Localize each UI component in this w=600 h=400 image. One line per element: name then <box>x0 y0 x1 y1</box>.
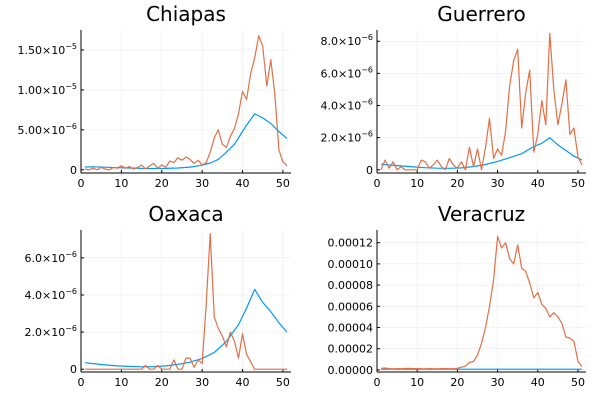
x-tick-label: 0 <box>374 177 381 190</box>
y-tick-label: 5.00×10−6 <box>17 122 77 137</box>
x-tick-label: 40 <box>236 376 250 389</box>
subplot-oaxaca: Oaxaca 0 10 20 30 40 50 0 2.0×10−6 4.0×10−6 6.0×10… <box>24 202 291 389</box>
y-tick-label: 0.00012 <box>328 237 374 250</box>
x-tick-label: 20 <box>450 177 464 190</box>
x-tick-label: 50 <box>276 177 290 190</box>
x-tick-label: 30 <box>491 177 505 190</box>
x-tick-label: 50 <box>276 376 290 389</box>
x-tick-label: 40 <box>236 177 250 190</box>
series-line-1 <box>84 113 288 170</box>
subplot-veracruz: Veracruz 0 10 20 30 40 50 0.00000 0.00002 0.00004… <box>328 202 586 389</box>
subplot-guerrero: Guerrero 0 10 20 30 40 50 0 2.0×10−6 4.0×10−6 6.0×… <box>320 2 586 190</box>
x-tick-label: 30 <box>491 376 505 389</box>
y-tick-label: 0.00002 <box>328 343 374 356</box>
series-line-2 <box>380 235 583 370</box>
y-tick-label: 4.0×10−6 <box>24 287 77 302</box>
y-tick-label: 1.50×10−5 <box>17 42 77 57</box>
y-tick-label: 0.00006 <box>328 300 374 313</box>
x-tick-label: 50 <box>571 177 585 190</box>
subplot-title: Guerrero <box>437 2 525 26</box>
y-tick-label: 0.00008 <box>328 279 374 292</box>
y-tick-label: 0 <box>70 164 77 177</box>
series-line-1 <box>84 288 288 368</box>
x-tick-label: 50 <box>571 376 585 389</box>
x-tick-label: 30 <box>195 376 209 389</box>
subplot-title: Chiapas <box>146 2 226 26</box>
x-tick-label: 40 <box>531 376 545 389</box>
series-line-2 <box>380 32 583 171</box>
x-tick-label: 0 <box>78 376 85 389</box>
series-line-1 <box>380 137 583 169</box>
y-tick-label: 8.0×10−6 <box>320 33 373 48</box>
y-tick-label: 6.0×10−6 <box>24 250 77 265</box>
x-tick-label: 20 <box>155 177 169 190</box>
y-tick-label: 0.00004 <box>328 321 374 334</box>
x-tick-label: 0 <box>78 177 85 190</box>
x-tick-label: 10 <box>410 177 424 190</box>
y-tick-label: 2.0×10−6 <box>24 324 77 339</box>
subplot-title: Oaxaca <box>148 202 223 226</box>
x-tick-label: 10 <box>114 177 128 190</box>
x-tick-label: 20 <box>155 376 169 389</box>
x-tick-label: 10 <box>410 376 424 389</box>
y-tick-label: 1.00×10−5 <box>17 82 77 97</box>
y-tick-label: 0.00010 <box>328 258 374 271</box>
y-tick-label: 4.0×10−6 <box>320 98 373 113</box>
series-line-2 <box>84 34 288 171</box>
x-tick-label: 10 <box>114 376 128 389</box>
y-tick-label: 6.0×10−6 <box>320 65 373 80</box>
x-tick-label: 30 <box>195 177 209 190</box>
x-tick-label: 40 <box>531 177 545 190</box>
x-tick-label: 0 <box>374 376 381 389</box>
y-tick-label: 0 <box>70 363 77 376</box>
x-tick-label: 20 <box>450 376 464 389</box>
y-tick-label: 0.00000 <box>328 364 374 377</box>
y-tick-label: 2.0×10−6 <box>320 130 373 145</box>
y-tick-label: 0 <box>366 164 373 177</box>
subplot-chiapas: Chiapas 0 10 20 30 40 50 0 5.00×10−6 1.00×10−5 1.5… <box>17 2 291 190</box>
series-line-2 <box>85 233 287 370</box>
subplot-title: Veracruz <box>438 202 525 226</box>
